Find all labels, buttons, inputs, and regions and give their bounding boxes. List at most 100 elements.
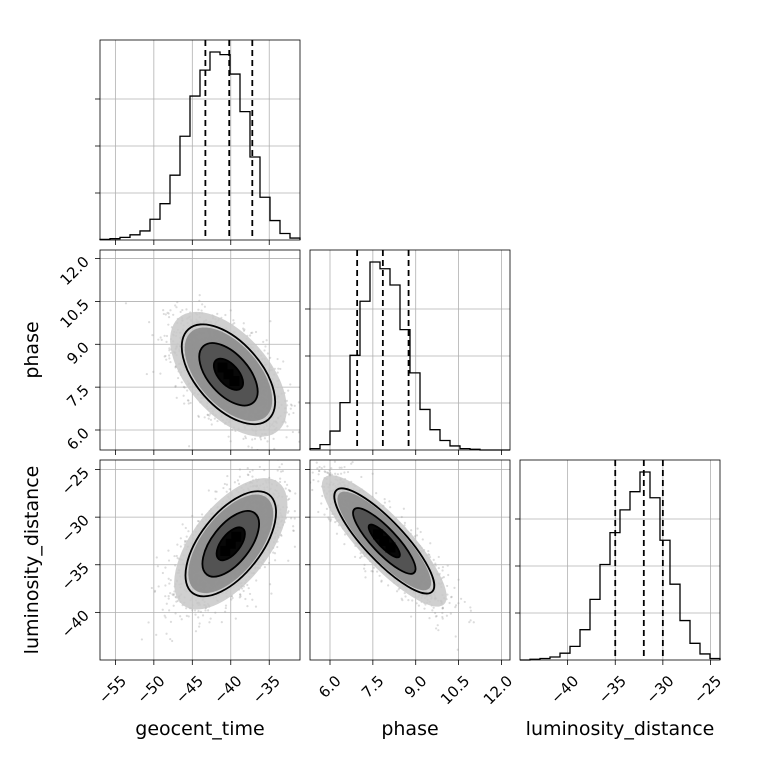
contour-line [198, 342, 259, 407]
density-peak-bin [231, 531, 242, 542]
sample-point [266, 440, 269, 443]
sample-point [183, 386, 186, 389]
sample-point [208, 621, 211, 624]
sample-point [273, 447, 276, 450]
sample-point [225, 483, 229, 486]
sample-point [276, 545, 279, 549]
sample-point [330, 518, 333, 521]
histogram-luminosity_distance [520, 471, 721, 661]
sample-point [168, 349, 171, 352]
sample-point [157, 585, 160, 588]
sample-point [240, 587, 244, 590]
density-peak-bin [223, 369, 234, 380]
sample-point [174, 564, 177, 567]
sample-point [289, 407, 292, 410]
sample-point [193, 609, 197, 612]
sample-point [165, 358, 168, 361]
sample-point [216, 419, 219, 423]
sample-point [284, 487, 287, 490]
sample-point [276, 469, 279, 472]
sample-point [269, 356, 272, 359]
sample-point [290, 404, 293, 407]
sample-point [182, 394, 185, 397]
sample-point [187, 615, 190, 618]
sample-point [233, 322, 236, 325]
sample-point [300, 418, 302, 420]
sample-point [230, 598, 233, 601]
sample-point [258, 465, 261, 469]
sample-point [251, 452, 253, 454]
sample-point [289, 490, 292, 493]
sample-point [191, 609, 194, 612]
sample-point [172, 604, 175, 607]
sample-point [169, 592, 172, 595]
sample-point [285, 436, 288, 439]
sample-point [208, 414, 211, 417]
sample-point [441, 576, 444, 579]
sample-point [310, 479, 312, 481]
sample-point [198, 625, 201, 628]
sample-point [209, 418, 213, 421]
sample-point [327, 516, 330, 519]
sample-point [163, 614, 166, 617]
sample-point [226, 474, 229, 478]
x-tick-label: −55 [95, 672, 130, 707]
sample-point [429, 542, 432, 545]
sample-point [198, 299, 201, 302]
sample-point [288, 489, 291, 492]
y-tick-label: 12.0 [56, 253, 92, 289]
sample-point [251, 438, 254, 441]
sample-point [333, 460, 337, 463]
sample-point [161, 608, 164, 611]
sample-point [201, 614, 205, 617]
y-tick-label: 7.5 [63, 381, 93, 411]
x-tick-label: −45 [172, 672, 207, 707]
sample-point [184, 526, 187, 530]
sample-point [164, 595, 167, 598]
sample-point [302, 479, 304, 481]
sample-point [206, 413, 209, 416]
sample-point [237, 482, 241, 485]
sample-point [209, 617, 212, 620]
sample-point [380, 579, 383, 582]
sample-point [246, 605, 249, 608]
sample-point [214, 611, 217, 614]
sample-point [201, 303, 204, 306]
sample-point [167, 312, 170, 315]
sample-point [251, 331, 254, 334]
sample-point [419, 530, 422, 534]
y-tick-label: 6.0 [63, 424, 93, 454]
histogram-panel-luminosity_distance: −40 −35 −30 −25 [515, 459, 725, 707]
sample-point [290, 517, 293, 520]
sample-point [283, 480, 287, 483]
sample-point [242, 322, 245, 325]
contour-line [215, 526, 246, 562]
sample-point [150, 586, 153, 590]
sample-point [279, 477, 282, 480]
sample-point [272, 437, 275, 440]
sample-point [163, 334, 166, 337]
sample-point [161, 571, 164, 575]
sample-point [287, 559, 290, 562]
sample-point [262, 340, 265, 343]
sample-point [167, 597, 170, 600]
sample-point [224, 606, 227, 610]
sample-point [343, 471, 346, 474]
x-tick-label: −40 [547, 672, 582, 707]
sample-point [164, 354, 167, 358]
sample-point [198, 622, 201, 625]
sample-point [269, 583, 272, 586]
sample-point [236, 479, 240, 482]
sample-point [232, 319, 235, 322]
sample-point [180, 381, 183, 384]
sample-point [335, 532, 339, 535]
sample-point [172, 594, 175, 597]
panel-frame [519, 459, 721, 661]
histogram-panel-phase [305, 249, 511, 455]
sample-point [259, 438, 263, 441]
sample-point [389, 506, 392, 509]
sample-point [168, 347, 171, 350]
sample-point [263, 349, 266, 352]
sample-point [176, 557, 179, 560]
